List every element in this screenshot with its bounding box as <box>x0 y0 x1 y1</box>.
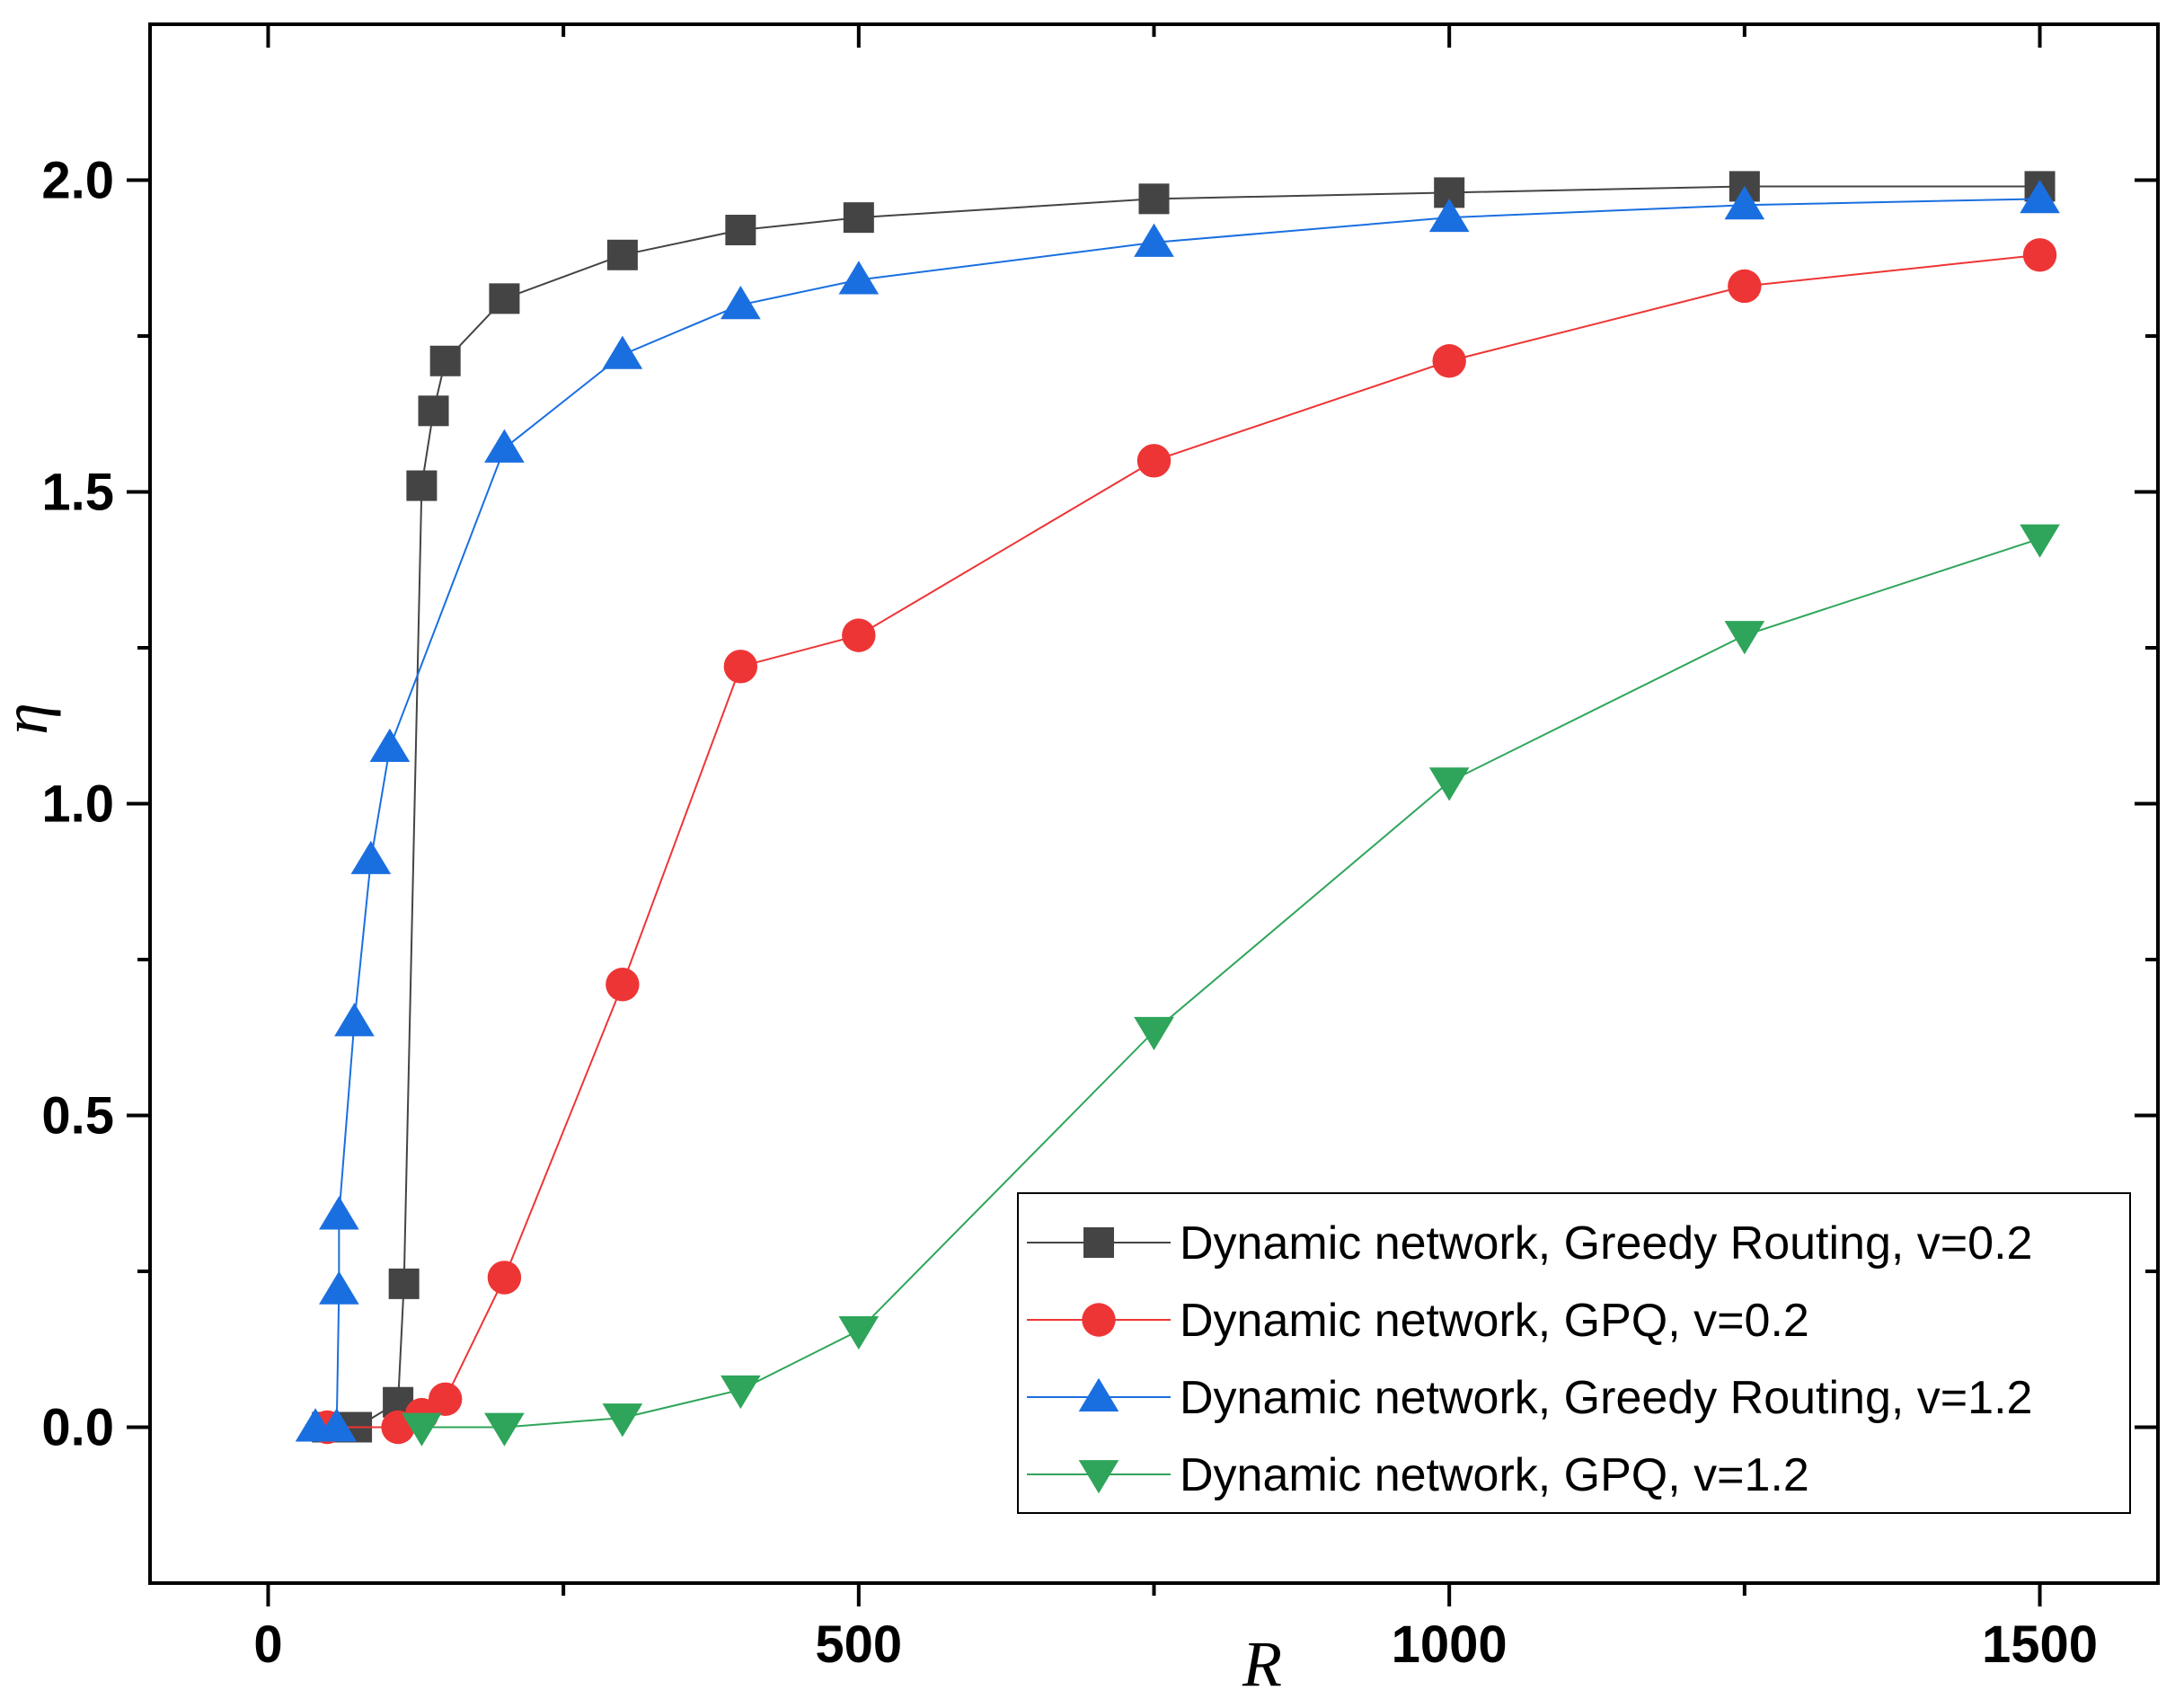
legend-marker <box>1083 1227 1114 1258</box>
legend-item: Dynamic network, Greedy Routing, v=0.2 <box>1027 1217 2032 1270</box>
data-point <box>602 335 643 369</box>
data-point <box>487 1261 522 1295</box>
data-point <box>721 1375 761 1410</box>
data-point <box>1134 223 1174 257</box>
y-tick-label: 1.5 <box>41 464 114 522</box>
legend: Dynamic network, Greedy Routing, v=0.2 Dy… <box>1017 1192 2131 1514</box>
x-tick-label: 500 <box>815 1615 902 1674</box>
y-axis-title: η <box>0 703 61 735</box>
legend-label: Dynamic network, Greedy Routing, v=0.2 <box>1180 1217 2032 1270</box>
data-point <box>406 470 438 501</box>
data-point <box>1428 767 1470 801</box>
data-point <box>1428 198 1470 233</box>
data-point <box>350 840 392 874</box>
data-point <box>319 1270 359 1305</box>
data-point <box>1136 444 1172 478</box>
legend-marker <box>1078 1377 1119 1411</box>
data-point <box>2022 238 2057 272</box>
data-point <box>1728 269 1762 304</box>
data-point <box>402 1412 442 1447</box>
legend-marker <box>1082 1303 1116 1337</box>
y-tick-label: 1.0 <box>41 775 114 834</box>
data-point <box>838 261 880 295</box>
data-point <box>1724 186 1765 220</box>
y-tick-label: 2.0 <box>41 152 114 210</box>
data-point <box>1432 344 1466 378</box>
data-point <box>489 283 520 314</box>
data-point <box>606 239 638 270</box>
data-point <box>725 215 756 246</box>
plot-content <box>295 171 2060 1447</box>
y-tick-label: 0.0 <box>41 1399 114 1457</box>
data-point <box>429 345 461 376</box>
x-axis: 0 500 1000 1500 <box>253 24 2098 1674</box>
data-point <box>606 968 640 1002</box>
legend-marker <box>1078 1460 1119 1494</box>
data-point <box>2020 180 2060 214</box>
legend-item: Dynamic network, GPQ, v=1.2 <box>1027 1449 1809 1501</box>
data-point <box>369 728 411 762</box>
data-point <box>2020 524 2060 558</box>
data-point <box>1134 1016 1174 1051</box>
data-point <box>428 1382 463 1416</box>
x-axis-title: R <box>1242 1628 1282 1699</box>
data-point <box>319 1196 359 1230</box>
data-point <box>484 429 525 463</box>
data-point <box>334 1003 375 1037</box>
data-point <box>843 202 874 234</box>
legend-label: Dynamic network, GPQ, v=0.2 <box>1180 1295 1809 1347</box>
data-point <box>316 1408 358 1442</box>
data-point <box>1138 183 1170 215</box>
legend-label: Dynamic network, GPQ, v=1.2 <box>1180 1449 1809 1501</box>
data-point <box>838 1315 880 1350</box>
y-axis: 0.0 0.5 1.0 1.5 2.0 <box>41 152 2158 1457</box>
data-point <box>1724 621 1765 655</box>
data-point <box>721 286 761 320</box>
data-point <box>388 1268 420 1299</box>
y-tick-label: 0.5 <box>41 1087 114 1146</box>
data-point <box>723 650 758 684</box>
x-tick-label: 1500 <box>1982 1615 2098 1674</box>
legend-item: Dynamic network, GPQ, v=0.2 <box>1027 1295 1809 1347</box>
data-point <box>484 1412 525 1447</box>
series-4 <box>402 524 2060 1447</box>
data-point <box>602 1403 643 1438</box>
x-tick-label: 1000 <box>1392 1615 1508 1674</box>
series-3 <box>295 180 2060 1442</box>
x-tick-label: 0 <box>253 1615 282 1674</box>
legend-label: Dynamic network, Greedy Routing, v=1.2 <box>1180 1372 2032 1424</box>
legend-box <box>1017 1192 2131 1514</box>
legend-item: Dynamic network, Greedy Routing, v=1.2 <box>1027 1372 2032 1424</box>
data-point <box>418 395 449 427</box>
data-point <box>842 618 876 652</box>
